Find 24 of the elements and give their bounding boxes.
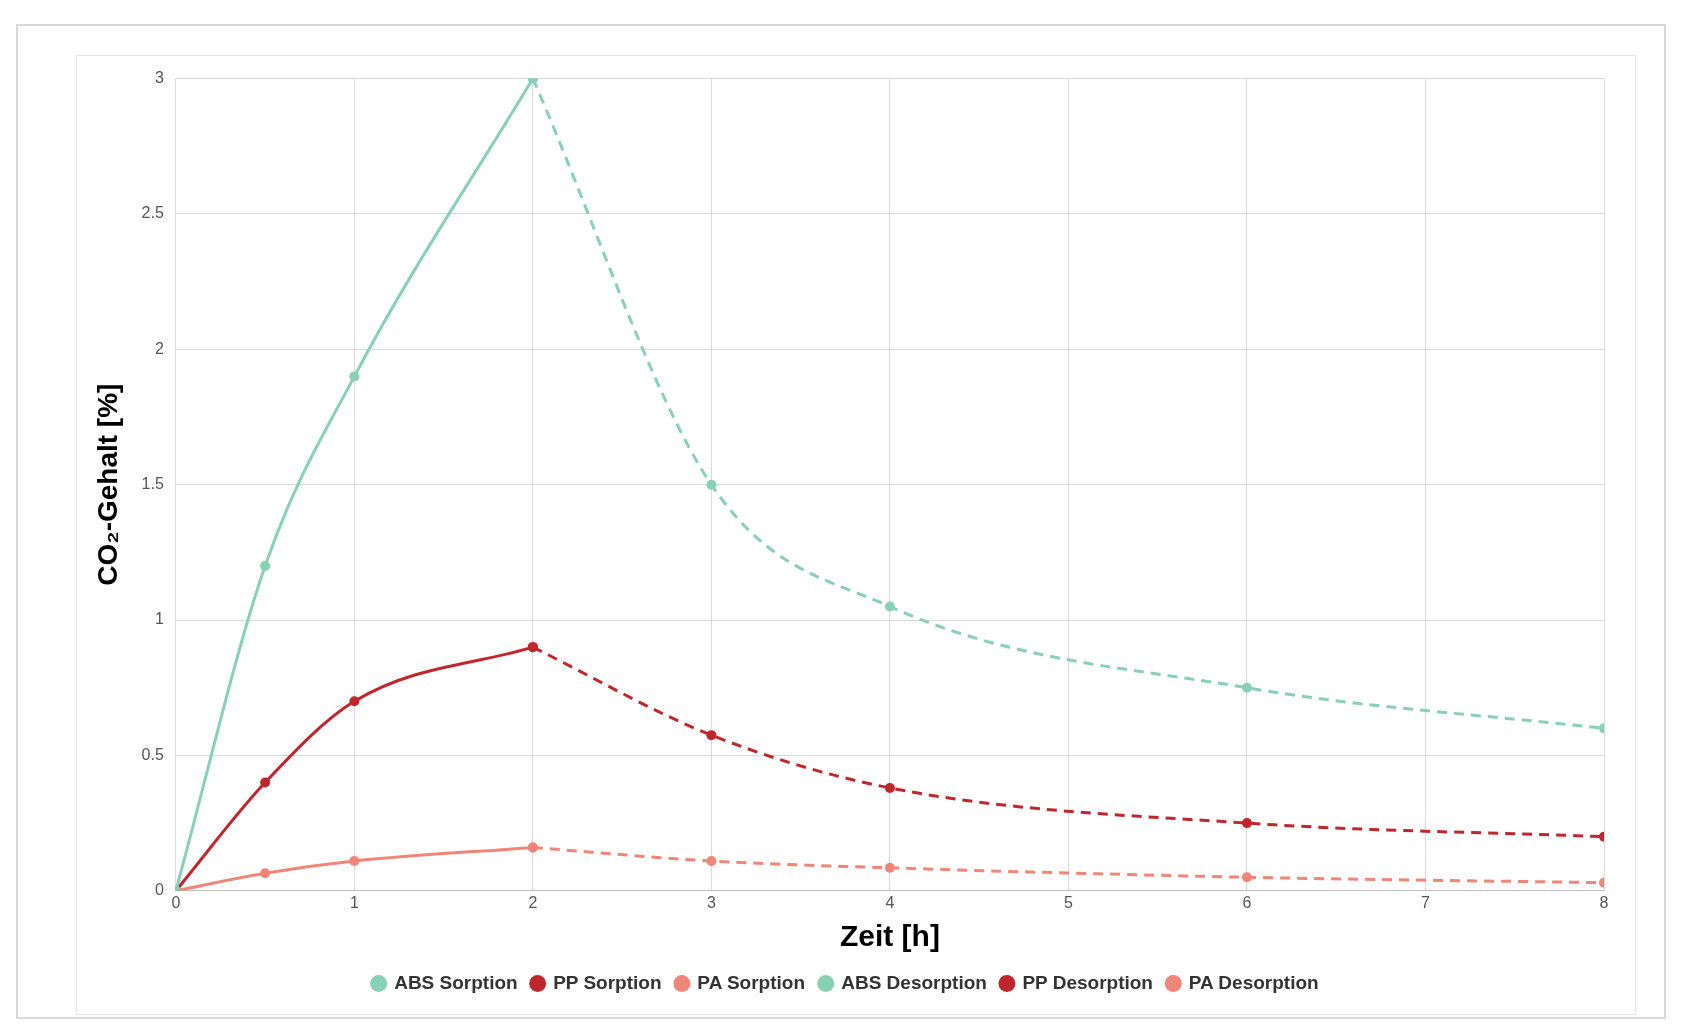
y-tick-label: 1.5 [141, 475, 164, 493]
x-axis-title: Zeit [h] [839, 919, 940, 953]
x-tick-label: 3 [706, 893, 716, 911]
x-tick-label: 4 [885, 893, 895, 911]
x-tick-label: 5 [1063, 893, 1073, 911]
y-tick-label: 1 [154, 610, 164, 628]
x-tick-label: 0 [171, 893, 181, 911]
y-tick-label: 0 [154, 881, 164, 899]
x-tick-label: 8 [1599, 893, 1609, 911]
y-tick-label: 3 [154, 69, 164, 87]
y-tick-label: 2.5 [141, 204, 164, 222]
legend-label: PP Sorption [553, 971, 662, 993]
y-axis-title: CO₂-Gehalt [%] [91, 383, 123, 586]
x-tick-label: 2 [528, 893, 538, 911]
y-tick-label: 2 [154, 339, 164, 357]
legend-label: PA Sorption [697, 971, 806, 993]
legend-label: PP Desorption [1022, 971, 1153, 993]
x-tick-label: 1 [349, 893, 359, 911]
legend-label: PA Desorption [1188, 971, 1319, 993]
x-tick-label: 7 [1421, 893, 1431, 911]
legend-label: ABS Sorption [394, 971, 518, 993]
legend-label: ABS Desorption [841, 971, 987, 993]
x-tick-label: 6 [1242, 893, 1252, 911]
y-tick-label: 0.5 [141, 745, 164, 763]
